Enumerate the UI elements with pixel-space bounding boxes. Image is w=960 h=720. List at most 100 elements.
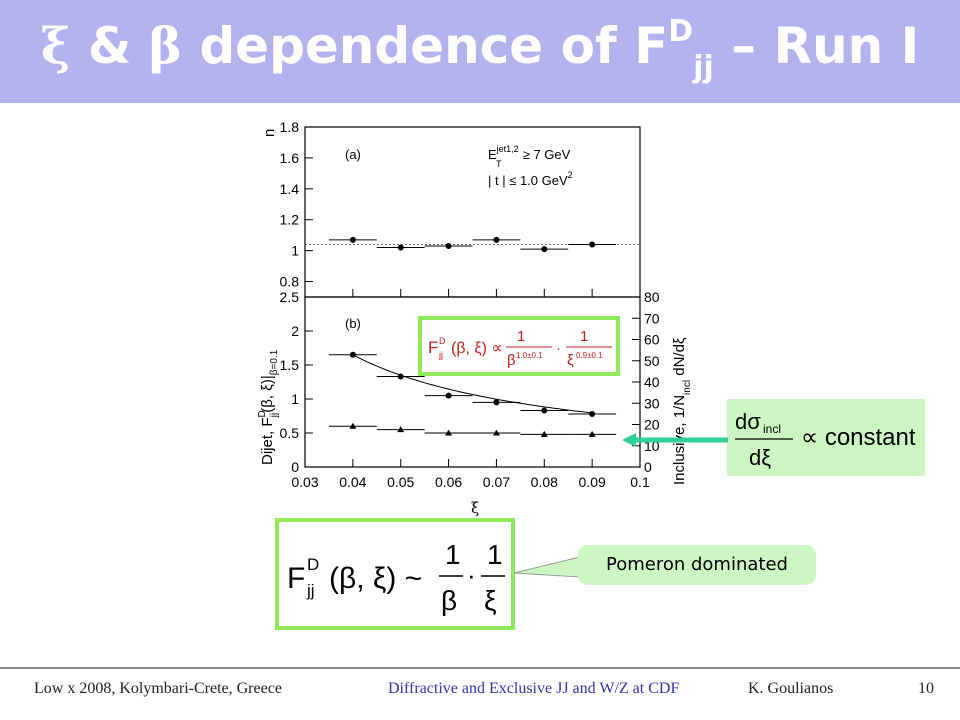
y-tick-label: 2.5 (280, 289, 300, 305)
y-tick-label: 0.5 (280, 425, 300, 441)
data-point-dijet (445, 392, 452, 399)
data-point-inclusive (445, 429, 453, 436)
panel-b-fit-curve (352, 354, 593, 414)
fbot-f: F (287, 562, 305, 595)
fbot-num1: 1 (445, 539, 461, 570)
panel-b-ylabel-right-tail: dN/dξ (671, 337, 688, 380)
x-axis-label: ξ (471, 499, 479, 517)
y-tick-label: 1.8 (280, 119, 300, 135)
y-tick-label-right: 60 (644, 332, 660, 348)
y-tick-label: 1.5 (280, 357, 300, 373)
y-tick-label: 2 (291, 323, 299, 339)
footer-talk-title: Diffractive and Exclusive JJ and W/Z at … (388, 680, 680, 697)
y-tick-label-right: 70 (644, 310, 660, 326)
y-tick-label: 1.2 (280, 212, 300, 228)
x-tick-label: 0.05 (387, 474, 414, 490)
panel-a-points (328, 236, 617, 253)
y-tick-label: 1.6 (280, 150, 300, 166)
data-point (445, 243, 452, 249)
x-tick-label: 0.08 (531, 474, 558, 490)
svg-text:Ejet1,2≥ 7 GeV: Ejet1,2 ≥ 7 GeV (488, 144, 571, 162)
y-tick-label-right: 20 (644, 417, 660, 433)
callout-label: Pomeron dominated (578, 545, 816, 585)
x-tick-label: 0.03 (291, 474, 318, 490)
data-point-dijet (541, 407, 548, 414)
ftop-den1: β (507, 352, 516, 369)
fright-num-sub: incl (763, 422, 781, 436)
cut-t: | t | ≤ 1.0 GeV (488, 173, 568, 188)
panel-b-ylabel-left-text: Dijet, F (259, 417, 276, 465)
panel-b-ylabel-left: Dijet, FDjj(β, ξ)|β=0.1 (257, 349, 280, 465)
cut-t-sup: 2 (568, 170, 573, 180)
chart-figure: 0.8 1 1.2 1.4 1.6 1.8 (a) n Ejet1,2 ≥ 7 GeV T … (257, 119, 690, 517)
formula-right-box: dσ incl dξ ∝ constant (727, 399, 925, 476)
cut-et-sub: T (496, 159, 502, 169)
panel-b-y-ticks-left: 0 0.5 1 1.5 2 2.5 (280, 289, 313, 475)
data-point-dijet (349, 351, 356, 358)
title-amp: & (70, 17, 149, 75)
ftop-args: (β, ξ) ∝ (451, 340, 503, 357)
x-tick-label: 0.04 (339, 474, 366, 490)
slide-title: ξ & β dependence of FDjj – Run I (0, 14, 960, 85)
cut-et-value: ≥ 7 GeV (523, 147, 571, 162)
data-point-inclusive (540, 430, 548, 437)
data-point (493, 236, 500, 243)
svg-text:| t | ≤ 1.0 GeV2: | t | ≤ 1.0 GeV2 (488, 170, 573, 188)
footer-author: K. Goulianos (748, 680, 834, 697)
ftop-den2-exp: 0.9±0.1 (576, 351, 603, 360)
ftop-num1: 1 (517, 328, 525, 345)
fbot-den2: ξ (484, 585, 497, 616)
fbot-den1: β (441, 585, 457, 616)
panel-b-series (328, 351, 617, 437)
fbot-sub: jj (306, 581, 315, 600)
panel-b-x-ticks: 0.03 0.04 0.05 0.06 0.07 0.08 0.09 0.1 (291, 459, 650, 490)
x-tick-label: 0.06 (435, 474, 462, 490)
title-bar (0, 0, 960, 103)
panel-b-ylabel-sub: jj (269, 413, 280, 418)
formula-top-box: F D jj (β, ξ) ∝ 1 β 1.0±0.1 · 1 ξ 0.9±0.… (418, 316, 620, 376)
title-text: dependence of F (181, 17, 669, 75)
data-point-dijet (397, 373, 404, 380)
panel-b-label: (b) (345, 316, 361, 331)
y-tick-label-right: 80 (644, 289, 660, 305)
panel-b-ylabel-rest: (β, ξ)| (259, 375, 276, 413)
ftop-dot: · (556, 340, 561, 357)
y-tick-label-right: 30 (644, 395, 660, 411)
y-tick-label: 0 (291, 459, 299, 475)
cut-et: E (488, 147, 497, 162)
data-point (349, 236, 356, 243)
y-tick-label-right: 50 (644, 353, 660, 369)
formula-top: F D jj (β, ξ) ∝ 1 β 1.0±0.1 · 1 ξ 0.9±0.… (428, 328, 612, 369)
panel-a-x-ticks (304, 289, 641, 297)
formula-bottom: F D jj (β, ξ) ~ 1 β · 1 ξ (287, 539, 505, 616)
ftop-f: F (428, 338, 438, 357)
panel-a-y-ticks: 0.8 1 1.2 1.4 1.6 1.8 (280, 119, 313, 290)
formula-right: dσ incl dξ ∝ constant (735, 409, 916, 470)
data-point-dijet (493, 399, 500, 406)
panel-a-cuts: Ejet1,2 ≥ 7 GeV T | t | ≤ 1.0 GeV2 (488, 144, 573, 188)
y-tick-label: 1.4 (280, 181, 300, 197)
fbot-sup: D (307, 555, 319, 574)
formula-bottom-box: F D jj (β, ξ) ~ 1 β · 1 ξ (275, 518, 515, 630)
title-xi: ξ (40, 16, 71, 75)
title-sup: D (668, 14, 694, 49)
panel-b-ylabel-right: Inclusive, 1/Nincl dN/dξ (671, 337, 690, 485)
ftop-den2: ξ (567, 352, 574, 369)
fright-num: dσ (735, 409, 761, 434)
fright-den: dξ (749, 445, 771, 470)
panel-b-ylabel-right-sub: incl (682, 380, 690, 395)
footer-divider (0, 667, 960, 669)
ftop-den1-exp: 1.0±0.1 (516, 351, 543, 360)
footer-conference: Low x 2008, Kolymbari-Crete, Greece (34, 680, 282, 697)
fbot-num2: 1 (487, 539, 503, 570)
x-tick-label: 0.09 (579, 474, 606, 490)
data-point-dijet (589, 410, 596, 417)
y-tick-label: 1 (291, 391, 299, 407)
y-tick-label-right: 0 (644, 459, 652, 475)
data-point (589, 241, 596, 248)
y-tick-label-right: 40 (644, 374, 660, 390)
cut-et-sup: jet1,2 (496, 144, 519, 154)
title-sub: jj (693, 50, 714, 85)
data-point (541, 246, 548, 253)
